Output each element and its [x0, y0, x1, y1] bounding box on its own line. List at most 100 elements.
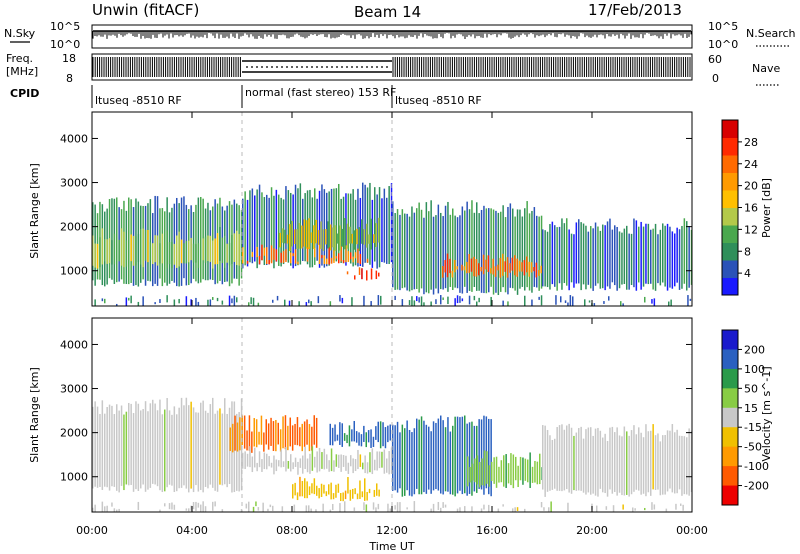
power-scan-cell	[416, 296, 418, 302]
power-scan-cell	[408, 300, 411, 306]
velocity-scan-cell	[606, 440, 609, 497]
cpid-label: CPID	[10, 87, 39, 100]
power-scan-cell	[318, 190, 321, 268]
velocity-scan-cell	[316, 485, 318, 496]
power-scan-cell	[280, 252, 282, 263]
power-scan-cell	[347, 251, 350, 262]
power-scan-cell	[590, 226, 592, 289]
power-scan-cell	[334, 225, 337, 252]
power-scan-cell	[560, 296, 562, 303]
velocity-scan-cell	[549, 435, 551, 491]
power-scan-cell	[344, 218, 346, 250]
velocity-scan-cell	[382, 422, 384, 447]
power-scan-cell	[135, 236, 137, 266]
velocity-scan-cell	[197, 412, 200, 492]
power-scan-cell	[329, 301, 332, 306]
power-scan-cell	[288, 300, 291, 306]
velocity-scan-cell	[464, 415, 466, 494]
velocity-scan-cell	[202, 501, 204, 512]
power-scan-cell	[540, 295, 543, 306]
velocity-scan-cell	[437, 418, 440, 491]
velocity-scan-cell	[272, 421, 275, 451]
velocity-scan-cell	[281, 506, 284, 512]
power-scan-cell	[92, 235, 94, 266]
velocity-scan-cell	[346, 434, 348, 444]
velocity-scan-cell	[270, 417, 272, 446]
nsearch-label: N.Search	[746, 27, 796, 40]
velocity-ytick-label: 3000	[60, 383, 88, 396]
power-scan-cell	[435, 299, 437, 305]
power-scan-cell	[219, 227, 221, 261]
velocity-scan-cell	[456, 508, 459, 512]
power-scan-cell	[350, 193, 352, 264]
velocity-scan-cell	[621, 436, 623, 496]
power-scan-cell	[286, 234, 289, 244]
velocity-scan-cell	[390, 447, 393, 474]
velocity-scan-cell	[616, 427, 618, 496]
velocity-scan-cell	[164, 409, 166, 492]
power-scan-cell	[310, 301, 312, 306]
velocity-scan-cell	[246, 430, 248, 451]
power-ytick-label: 3000	[60, 177, 88, 190]
power-scan-cell	[468, 254, 470, 273]
velocity-scan-cell	[156, 410, 159, 487]
power-scan-cell	[492, 258, 494, 275]
velocity-scan-cell	[335, 484, 337, 498]
velocity-scan-cell	[389, 424, 391, 441]
power-scan-cell	[478, 297, 480, 303]
power-scan-cell	[371, 199, 374, 268]
velocity-scan-cell	[335, 454, 338, 467]
power-scan-cell	[116, 303, 118, 306]
power-scan-cell	[423, 217, 425, 295]
velocity-scan-cell	[173, 406, 176, 493]
velocity-scan-cell	[354, 459, 357, 472]
velocity-scan-cell	[195, 501, 197, 511]
power-scan-cell	[354, 252, 357, 259]
velocity-scan-cell	[498, 466, 500, 483]
velocity-scan-cell	[309, 453, 311, 474]
velocity-scan-cell	[369, 452, 371, 473]
velocity-scan-cell	[311, 446, 314, 471]
power-axes: 1000 2000 3000 4000	[60, 112, 693, 306]
velocity-scan-cell	[353, 420, 355, 442]
power-scan-cell	[497, 264, 499, 271]
velocity-scan-cell	[442, 502, 444, 508]
velocity-scan-cell	[377, 421, 379, 443]
velocity-scan-cell	[299, 476, 301, 497]
velocity-scan-cell	[308, 424, 311, 452]
power-scan-cell	[394, 213, 396, 290]
freq-unit-label: [MHz]	[6, 65, 38, 78]
velocity-scan-cell	[339, 422, 341, 445]
nsky-label: N.Sky	[4, 27, 36, 40]
velocity-scan-cell	[476, 455, 479, 485]
time-axis-label: Time UT	[368, 540, 414, 553]
power-scan-cell	[621, 232, 623, 285]
power-scan-cell	[593, 303, 596, 306]
power-scan-cell	[104, 298, 106, 304]
power-scan-cell	[195, 204, 197, 282]
velocity-scan-cell	[267, 423, 270, 450]
velocity-scan-cell	[284, 415, 287, 450]
velocity-scan-cell	[376, 451, 378, 471]
velocity-scan-cell	[580, 426, 582, 491]
velocity-scan-cell	[315, 417, 318, 448]
power-scan-cell	[273, 248, 275, 260]
velocity-scan-cell	[599, 430, 602, 489]
power-scan-cell	[268, 260, 270, 265]
power-scan-cell	[528, 261, 530, 277]
power-scan-cell	[242, 198, 244, 269]
velocity-scan-cell	[104, 413, 106, 487]
velocity-scan-cell	[325, 491, 328, 497]
velocity-scan-cell	[531, 466, 534, 483]
power-scan-cell	[509, 263, 511, 273]
power-scan-cell	[430, 200, 432, 290]
power-scan-cell	[285, 249, 287, 262]
power-scan-cell	[202, 238, 204, 261]
velocity-scan-cell	[464, 506, 466, 512]
power-scan-cell	[156, 235, 159, 266]
velocity-scan-cell	[302, 455, 304, 474]
power-scan-cell	[361, 268, 363, 280]
velocity-scan-cell	[602, 437, 604, 493]
power-colorbar-tick-label: 16	[744, 202, 758, 215]
power-scan-cell	[96, 243, 99, 269]
